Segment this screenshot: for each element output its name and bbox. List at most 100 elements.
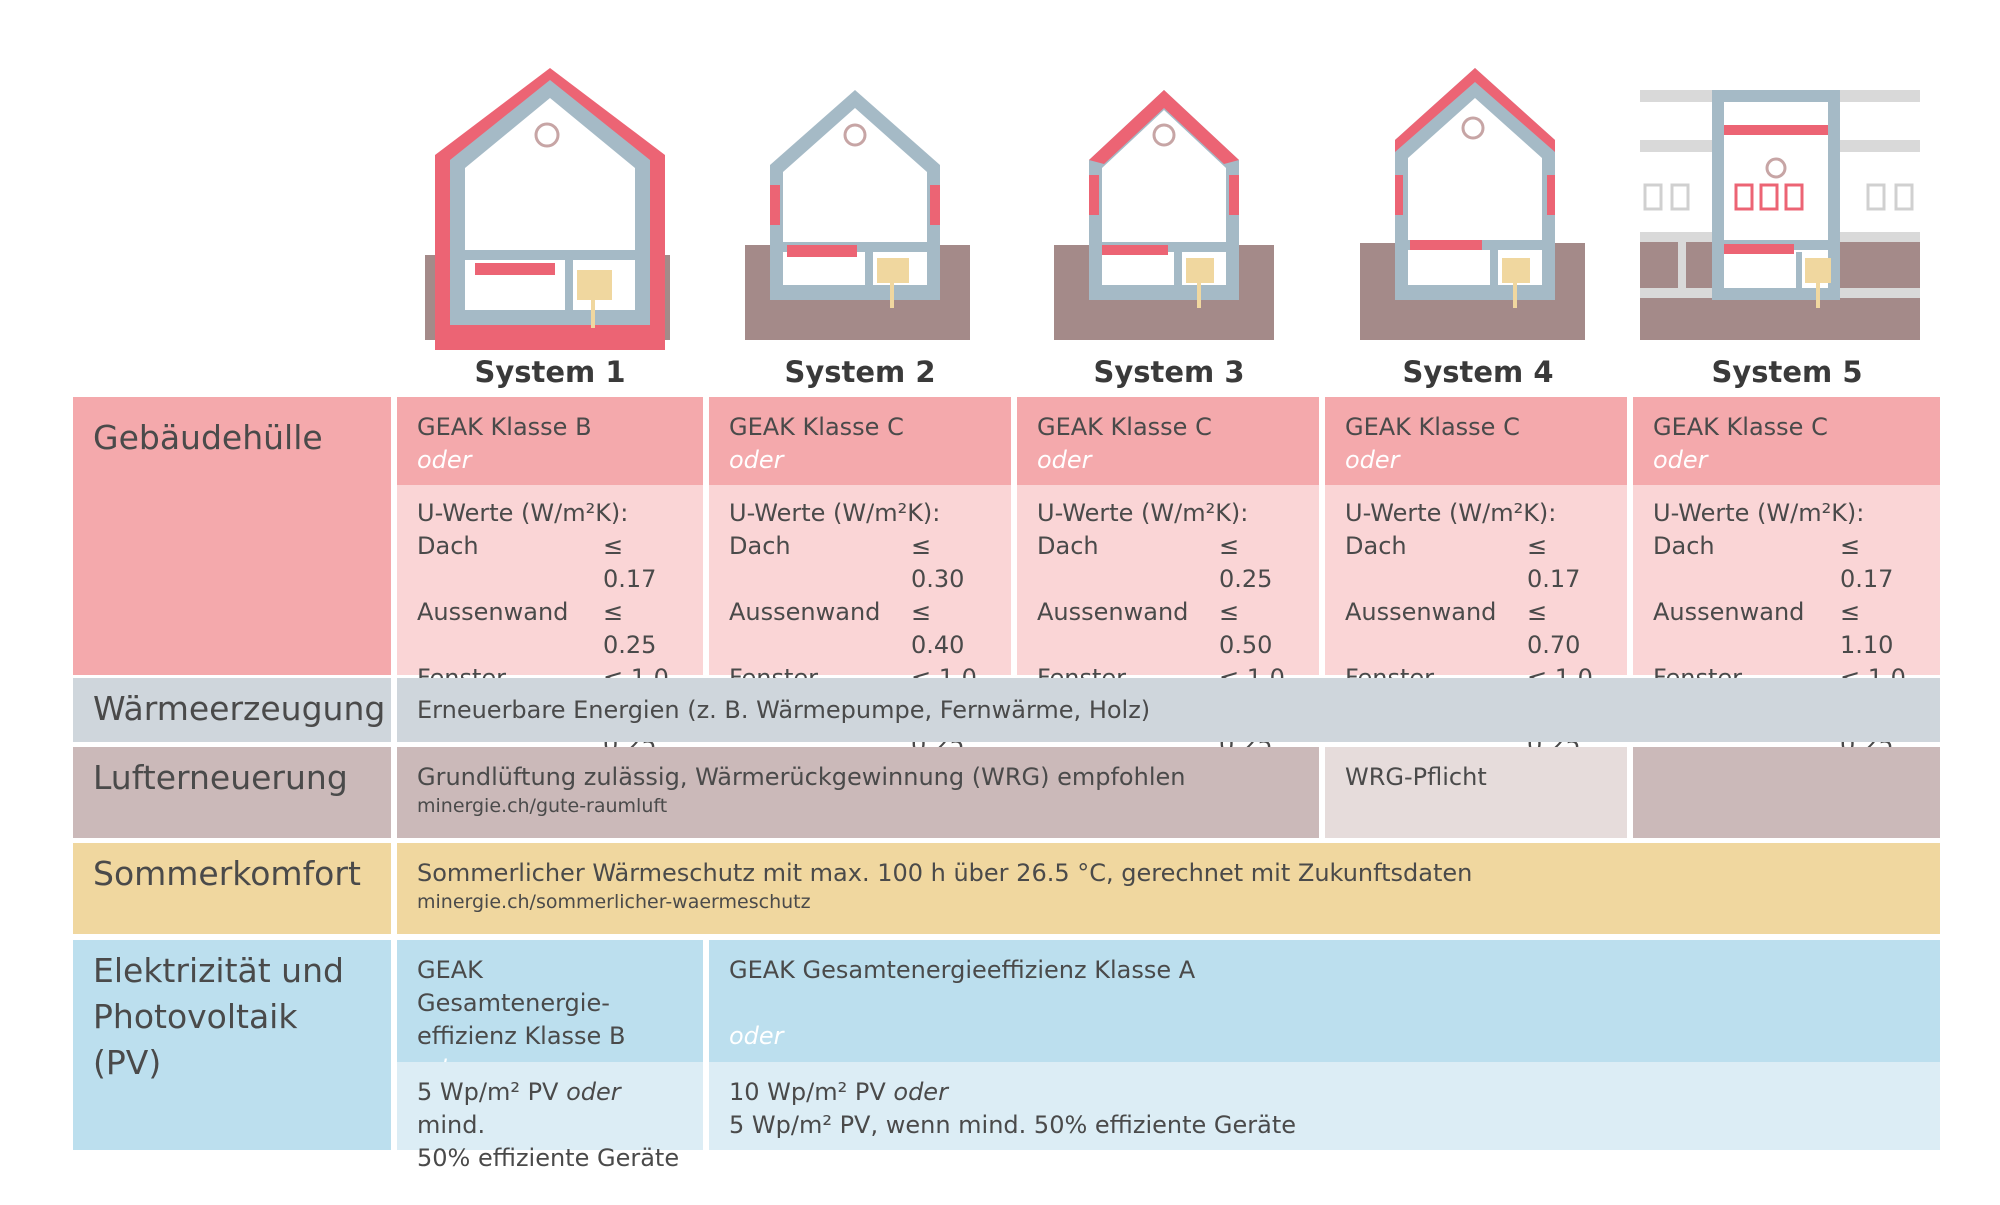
uwert-label: Aussenwand [1037, 598, 1189, 626]
uwerte-heading: U-Werte (W/m²K): [1653, 499, 1865, 527]
row-header-sommerkomfort: Sommerkomfort [73, 843, 391, 934]
huelle-uwerte-cell-3: U-Werte (W/m²K): Dach ≤ 0.25 Aussenwand ≤ 0.… [1017, 485, 1319, 758]
oder-label: oder [417, 446, 472, 474]
wrg-pflicht-text: WRG-Pflicht [1345, 763, 1487, 791]
system-label-1: System 1 [474, 355, 626, 389]
system-label-2: System 2 [784, 355, 936, 389]
uwert-row-dach: Dach ≤ 0.25 [1037, 530, 1299, 596]
house-icon-system-3 [1024, 60, 1334, 350]
uwert-value: ≤ 0.70 [1527, 598, 1581, 659]
uwert-value: ≤ 0.30 [911, 532, 965, 593]
elektro-col2-geraete: 5 Wp/m² PV, wenn mind. 50% effiziente Ge… [729, 1111, 1297, 1139]
elektro-col1-geraete: 50% effiziente Geräte [417, 1144, 680, 1172]
elektro-col2-oder: oder [729, 1022, 784, 1050]
uwert-label: Aussenwand [417, 598, 569, 626]
system-label-5: System 5 [1711, 355, 1863, 389]
huelle-klasse-cell-4: GEAK Klasse C oder [1325, 397, 1627, 485]
huelle-klasse-cell-1: GEAK Klasse B oder [397, 397, 703, 485]
house-icon-system-5 [1640, 60, 1950, 350]
elektro-col1-top: GEAK Gesamtenergie- effizienz Klasse B o… [397, 940, 703, 1083]
row-header-gebaeudehuelle: Gebäudehülle [73, 397, 391, 675]
huelle-uwerte-cell-4: U-Werte (W/m²K): Dach ≤ 0.17 Aussenwand ≤ 0.… [1325, 485, 1627, 758]
geak-klasse: GEAK Klasse C [1037, 413, 1212, 441]
row-title-line-1: Elektrizität und [93, 951, 344, 990]
uwert-row-wand: Aussenwand ≤ 0.50 [1037, 596, 1299, 662]
elektro-col1-line2: effizienz Klasse B [417, 1022, 626, 1050]
uwert-row-wand: Aussenwand ≤ 0.40 [729, 596, 991, 662]
uwert-label: Dach [1345, 532, 1407, 560]
uwert-row-dach: Dach ≤ 0.17 [1345, 530, 1607, 596]
uwert-value: ≤ 0.17 [1840, 532, 1894, 593]
lufterneuerung-cell: Grundlüftung zulässig, Wärmerückgewinnun… [397, 747, 1319, 838]
uwert-value: ≤ 0.17 [1527, 532, 1581, 593]
oder-label: oder [729, 446, 784, 474]
uwerte-heading: U-Werte (W/m²K): [1345, 499, 1557, 527]
system-label-3: System 3 [1093, 355, 1245, 389]
geak-klasse: GEAK Klasse C [729, 413, 904, 441]
huelle-uwerte-cell-2: U-Werte (W/m²K): Dach ≤ 0.30 Aussenwand ≤ 0.… [709, 485, 1011, 758]
geak-klasse: GEAK Klasse B [417, 413, 592, 441]
lufterneuerung-empty-cell [1633, 747, 1940, 838]
uwerte-heading: U-Werte (W/m²K): [1037, 499, 1249, 527]
uwert-value: ≤ 0.25 [1219, 532, 1273, 593]
elektro-col2-pv: 10 Wp/m² PV [729, 1078, 886, 1106]
elektro-col1-line1: GEAK Gesamtenergie- [417, 956, 610, 1017]
geak-klasse: GEAK Klasse C [1345, 413, 1520, 441]
system-label-4: System 4 [1402, 355, 1554, 389]
house-icon-system-4 [1335, 60, 1645, 350]
uwert-value: ≤ 0.17 [603, 532, 657, 593]
lufterneuerung-text: Grundlüftung zulässig, Wärmerückgewinnun… [417, 763, 1186, 791]
elektro-col1-bottom: 5 Wp/m² PV oder mind. 50% effiziente Ger… [397, 1062, 703, 1172]
uwert-label: Dach [1037, 532, 1099, 560]
huelle-klasse-cell-2: GEAK Klasse C oder [709, 397, 1011, 485]
row-header-elektrizitaet: Elektrizität und Photovoltaik (PV) [73, 940, 391, 1150]
uwert-row-wand: Aussenwand ≤ 0.70 [1345, 596, 1607, 662]
sommerkomfort-text: Sommerlicher Wärmeschutz mit max. 100 h … [417, 859, 1473, 887]
uwert-label: Aussenwand [729, 598, 881, 626]
uwert-row-wand: Aussenwand ≤ 1.10 [1653, 596, 1920, 662]
uwert-row-dach: Dach ≤ 0.30 [729, 530, 991, 596]
oder-label: oder [1653, 446, 1708, 474]
uwert-row-dach: Dach ≤ 0.17 [1653, 530, 1920, 596]
house-icon-system-2 [715, 60, 1025, 350]
elektro-col1-pv-rest: mind. [417, 1111, 486, 1139]
uwert-value: ≤ 0.25 [603, 598, 657, 659]
lufterneuerung-link[interactable]: minergie.ch/gute-raumluft [417, 795, 668, 817]
huelle-klasse-cell-5: GEAK Klasse C oder [1633, 397, 1940, 485]
elektro-col1-pv-oder: oder [566, 1078, 621, 1106]
uwerte-heading: U-Werte (W/m²K): [729, 499, 941, 527]
uwert-label: Aussenwand [1345, 598, 1497, 626]
sommerkomfort-link[interactable]: minergie.ch/sommerlicher-waermeschutz [417, 891, 811, 913]
row-header-lufterneuerung: Lufterneuerung [73, 747, 391, 838]
elektro-col2-line1: GEAK Gesamtenergieeffizienz Klasse A [729, 956, 1196, 984]
geak-klasse: GEAK Klasse C [1653, 413, 1828, 441]
wrg-pflicht-cell: WRG-Pflicht [1325, 747, 1627, 838]
uwert-label: Dach [729, 532, 791, 560]
huelle-klasse-cell-3: GEAK Klasse C oder [1017, 397, 1319, 485]
oder-label: oder [1345, 446, 1400, 474]
elektro-col2-pv-oder: oder [893, 1078, 948, 1106]
elektro-col2-bottom: 10 Wp/m² PV oder 5 Wp/m² PV, wenn mind. … [709, 1062, 1940, 1150]
waermeerzeugung-cell: Erneuerbare Energien (z. B. Wärmepumpe, … [397, 678, 1940, 742]
row-title-line-2: Photovoltaik (PV) [93, 997, 298, 1082]
row-title: Wärmeerzeugung [93, 689, 386, 728]
house-icon-system-1 [395, 60, 705, 350]
huelle-uwerte-cell-5: U-Werte (W/m²K): Dach ≤ 0.17 Aussenwand ≤ 1.… [1633, 485, 1940, 758]
elektro-col2-top: GEAK Gesamtenergieeffizienz Klasse A ode… [709, 940, 1940, 1062]
row-title: Sommerkomfort [93, 854, 361, 893]
uwert-row-wand: Aussenwand ≤ 0.25 [417, 596, 683, 662]
row-title: Gebäudehülle [93, 418, 323, 457]
uwerte-heading: U-Werte (W/m²K): [417, 499, 629, 527]
uwert-label: Dach [1653, 532, 1715, 560]
uwert-value: ≤ 0.50 [1219, 598, 1273, 659]
oder-label: oder [1037, 446, 1092, 474]
uwert-label: Aussenwand [1653, 598, 1805, 626]
uwert-row-dach: Dach ≤ 0.17 [417, 530, 683, 596]
row-header-waermeerzeugung: Wärmeerzeugung [73, 678, 391, 742]
elektro-col1-pv: 5 Wp/m² PV [417, 1078, 559, 1106]
uwert-label: Dach [417, 532, 479, 560]
uwert-value: ≤ 0.40 [911, 598, 965, 659]
row-title: Lufterneuerung [93, 758, 348, 797]
waermeerzeugung-text: Erneuerbare Energien (z. B. Wärmepumpe, … [417, 696, 1151, 724]
uwert-value: ≤ 1.10 [1840, 598, 1894, 659]
